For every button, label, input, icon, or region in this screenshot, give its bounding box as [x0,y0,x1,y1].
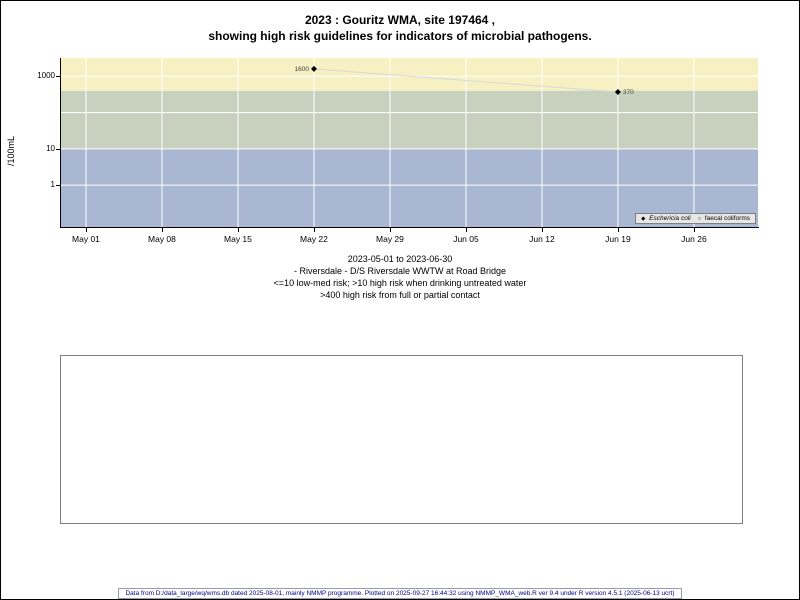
series-line [313,68,618,93]
y-tick-mark [56,76,60,78]
y-axis [60,58,61,228]
risk-band [61,58,758,91]
risk-band [61,90,758,149]
x-tick-label: May 08 [148,234,176,244]
legend: ◆ Eschericia coli ○ faecal coliforms [635,213,756,224]
empty-panel [60,355,743,524]
open-circle-icon: ○ [697,216,702,222]
x-tick-label: Jun 26 [681,234,707,244]
legend-label-ecoli: Eschericia coli [649,215,691,222]
caption-risk-line1: <=10 low-med risk; >10 high risk when dr… [273,278,527,288]
x-tick-label: May 01 [72,234,100,244]
y-tick-label: 1 [50,180,55,190]
x-tick-mark [541,228,543,232]
legend-label-faecal-coliforms: faecal coliforms [704,215,750,222]
x-tick-mark [389,228,391,232]
x-tick-label: Jun 19 [605,234,631,244]
x-axis [60,227,759,228]
footer: Data from D:/data_large/wq/wms.db dated … [1,582,799,599]
point-value-label: 370 [623,89,634,96]
legend-item-ecoli: ◆ Eschericia coli [641,215,691,222]
y-tick-mark [56,185,60,187]
data-point-diamond [311,65,317,72]
x-tick-mark [617,228,619,232]
x-tick-label: May 15 [224,234,252,244]
y-tick-mark [56,148,60,150]
x-tick-mark [465,228,467,232]
x-tick-mark [85,228,87,232]
data-point-diamond [614,89,621,95]
chart-title-line1: 2023 : Gouritz WMA, site 197464 , [304,13,496,27]
x-tick-mark [313,228,315,232]
y-tick-label: 1000 [37,71,55,81]
plot-canvas: 1600 370 [61,58,758,227]
chart-caption: 2023-05-01 to 2023-06-30 - Riversdale - … [1,253,799,301]
y-axis-label: /100mL [6,135,16,167]
chart-title: 2023 : Gouritz WMA, site 197464 , showin… [1,12,799,44]
x-tick-mark [237,228,239,232]
y-tick-label: 10 [46,143,55,153]
filled-diamond-icon: ◆ [641,216,646,222]
chart-title-line2: showing high risk guidelines for indicat… [208,29,592,43]
x-tick-mark [693,228,695,232]
point-value-label: 1600 [295,66,310,73]
x-tick-label: Jun 05 [453,234,479,244]
x-tick-mark [161,228,163,232]
caption-date-range: 2023-05-01 to 2023-06-30 [347,254,453,264]
legend-item-faecal-coliforms: ○ faecal coliforms [698,215,750,222]
x-tick-label: May 22 [300,234,328,244]
plot-area: 1600 370 ◆ Eschericia coli ○ faecal colif… [61,58,758,227]
x-tick-label: Jun 12 [529,234,555,244]
footer-note: Data from D:/data_large/wq/wms.db dated … [118,588,682,599]
x-tick-label: May 29 [376,234,404,244]
caption-risk-line2: >400 high risk from full or partial cont… [320,290,480,300]
caption-site: - Riversdale - D/S Riversdale WWTW at Ro… [293,266,507,276]
